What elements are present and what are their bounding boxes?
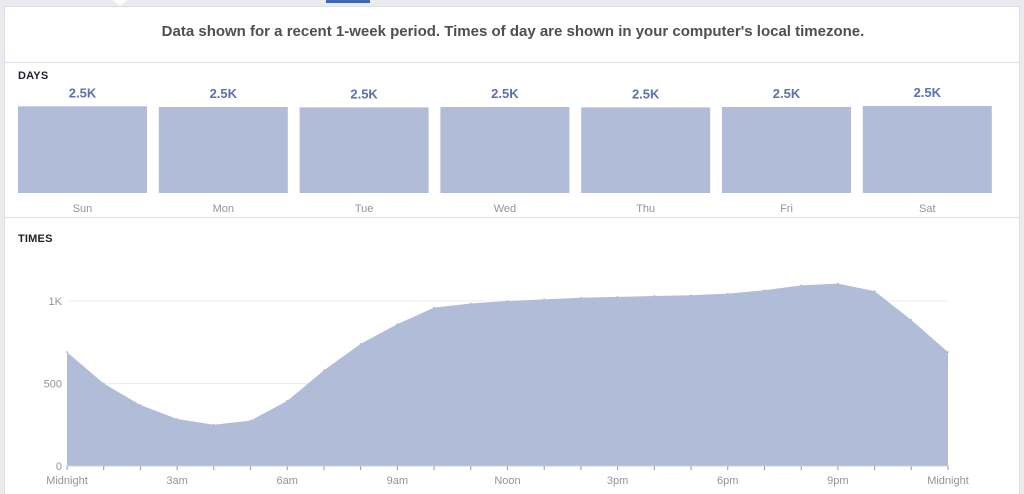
hour-point[interactable] [726,292,729,295]
x-tick-label: 9am [387,475,408,487]
x-tick-label: Noon [494,475,520,487]
hour-point[interactable] [176,417,179,420]
hour-point[interactable] [506,300,509,302]
hour-point[interactable] [66,351,68,354]
bar-value-label: 2.5K [210,86,238,101]
times-area [67,283,948,466]
bar-tue[interactable] [299,107,429,193]
hour-point[interactable] [286,399,289,402]
hour-point[interactable] [763,289,766,292]
times-section-title: TIMES [18,233,53,245]
bar-mon[interactable] [158,107,288,193]
bar-fri[interactable] [722,107,851,193]
day-label: Fri [780,203,793,215]
hour-point[interactable] [359,342,362,345]
hour-point[interactable] [836,282,839,285]
hour-point[interactable] [543,298,546,301]
bar-thu[interactable] [581,107,711,193]
days-section-title: DAYS [18,70,49,82]
hour-point[interactable] [947,351,949,354]
bar-value-label: 2.5K [69,85,97,100]
day-label: Wed [494,203,516,215]
y-tick-label: 0 [56,461,62,473]
x-tick-label: 6am [277,475,298,487]
day-label: Thu [636,203,655,215]
hour-point[interactable] [139,403,142,406]
hour-point[interactable] [800,284,803,287]
tab-notch [113,0,127,6]
bar-sun[interactable] [18,106,147,193]
hour-point[interactable] [433,306,436,309]
x-tick-label: 3am [166,475,187,487]
bar-value-label: 2.5K [632,86,660,101]
bar-value-label: 2.5K [350,86,378,101]
x-tick-label: 3pm [607,475,628,487]
hour-point[interactable] [653,295,656,298]
x-tick-label: Midnight [46,475,88,487]
day-label: Sat [919,203,936,215]
bar-wed[interactable] [440,107,570,193]
x-tick-label: Midnight [927,475,969,487]
hour-point[interactable] [873,290,876,293]
hour-point[interactable] [322,369,325,372]
section-divider [5,217,1019,218]
hour-point[interactable] [910,318,913,321]
day-label: Sun [73,203,93,215]
bar-sat[interactable] [862,106,992,193]
hour-point[interactable] [249,419,252,422]
day-label: Mon [213,203,234,215]
hour-point[interactable] [396,323,399,326]
bar-value-label: 2.5K [491,86,519,101]
hour-point[interactable] [579,296,582,299]
hour-point[interactable] [102,382,105,385]
header-divider [5,62,1019,63]
bar-value-label: 2.5K [773,86,801,101]
y-tick-label: 500 [44,379,62,391]
hour-point[interactable] [469,302,472,305]
day-label: Tue [355,203,374,215]
y-tick-label: 1K [49,296,63,308]
active-tab-indicator [326,0,370,3]
hour-point[interactable] [690,294,693,297]
x-tick-label: 6pm [717,475,738,487]
bar-value-label: 2.5K [914,85,942,100]
timezone-note: Data shown for a recent 1-week period. T… [161,23,865,40]
x-tick-label: 9pm [827,475,848,487]
hour-point[interactable] [212,423,215,426]
hour-point[interactable] [616,295,619,298]
